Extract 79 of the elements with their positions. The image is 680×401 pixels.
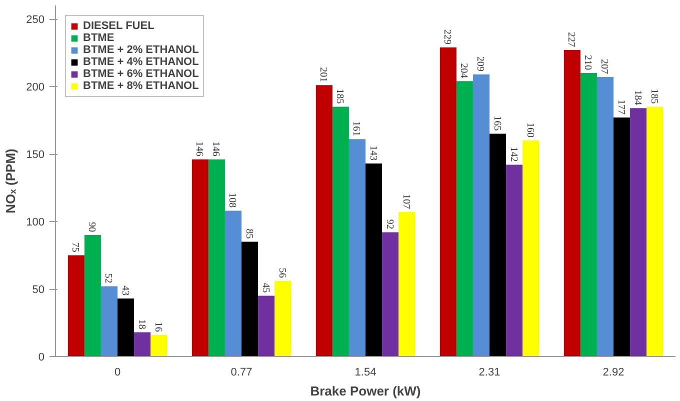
y-tick-label: 0 (38, 352, 45, 364)
data-label: 16 (152, 322, 164, 332)
bar (630, 108, 647, 356)
data-label: 45 (260, 282, 271, 293)
data-label: 146 (194, 141, 205, 156)
y-tick-label: 50 (32, 284, 45, 296)
x-tick-label: 2.92 (602, 366, 624, 378)
bar (242, 242, 258, 356)
legend-label: DIESEL FUEL (83, 20, 154, 32)
bar (646, 106, 664, 356)
bar (614, 118, 630, 356)
legend-label: BTME + 6% ETHANOL (83, 68, 199, 80)
bar (506, 164, 523, 356)
bar (100, 286, 118, 356)
bar (596, 77, 614, 356)
data-label: 161 (350, 121, 362, 136)
bar (332, 106, 349, 356)
bar (150, 334, 168, 356)
data-label: 209 (474, 56, 486, 72)
x-tick-label: 0 (114, 366, 121, 378)
bar (224, 210, 242, 356)
data-label: 52 (102, 273, 114, 284)
x-tick-label: 0.77 (230, 366, 252, 378)
bar (490, 134, 506, 356)
data-label: 85 (243, 228, 254, 239)
x-tick-label: 1.54 (354, 366, 376, 378)
bar (440, 47, 456, 356)
y-tick-label: 100 (26, 216, 45, 228)
data-label: 107 (400, 194, 412, 210)
bar (274, 280, 292, 356)
y-axis-title: NOₓ (PPM) (3, 148, 18, 214)
data-label: 75 (70, 242, 81, 252)
bar (348, 139, 366, 356)
data-label: 201 (318, 67, 329, 82)
bar (564, 50, 580, 356)
legend-label: BTME + 2% ETHANOL (83, 44, 199, 56)
y-tick-label: 250 (26, 14, 45, 26)
data-label: 43 (119, 285, 130, 296)
bar (68, 255, 84, 356)
data-label: 185 (648, 88, 660, 104)
bar (118, 298, 134, 356)
y-tick-label: 200 (26, 82, 45, 94)
data-label: 92 (384, 219, 395, 230)
bar (316, 85, 332, 356)
data-label: 165 (491, 116, 502, 131)
legend-label: BTME + 8% ETHANOL (83, 80, 199, 92)
data-label: 204 (458, 63, 470, 78)
data-label: 146 (210, 141, 222, 156)
x-axis-title: Brake Power (kW) (310, 384, 421, 398)
bar (398, 212, 416, 356)
data-label: 90 (86, 222, 98, 232)
data-label: 227 (566, 32, 577, 48)
bar (472, 74, 490, 356)
data-label: 56 (276, 268, 288, 278)
legend-label: BTME (83, 32, 114, 44)
data-label: 184 (632, 90, 643, 106)
legend-label: BTME + 4% ETHANOL (83, 56, 199, 68)
bar (580, 73, 597, 356)
data-label: 185 (334, 88, 346, 104)
data-label: 207 (598, 59, 610, 74)
data-label: 108 (226, 192, 238, 208)
y-tick-label: 150 (26, 149, 45, 161)
data-label: 18 (136, 319, 147, 330)
bar (84, 235, 101, 356)
data-label: 229 (442, 29, 453, 44)
data-label: 143 (367, 145, 378, 160)
bar (456, 81, 473, 356)
x-tick-label: 2.31 (478, 366, 500, 378)
data-label: 210 (582, 55, 594, 70)
bar (522, 140, 540, 356)
data-label: 142 (508, 146, 519, 162)
data-label: 160 (524, 122, 536, 138)
bar (208, 159, 225, 356)
data-label: 177 (615, 100, 626, 115)
bar (382, 232, 399, 356)
bar (366, 163, 382, 356)
bar (258, 296, 275, 356)
bar (134, 332, 151, 356)
bar (192, 159, 208, 356)
